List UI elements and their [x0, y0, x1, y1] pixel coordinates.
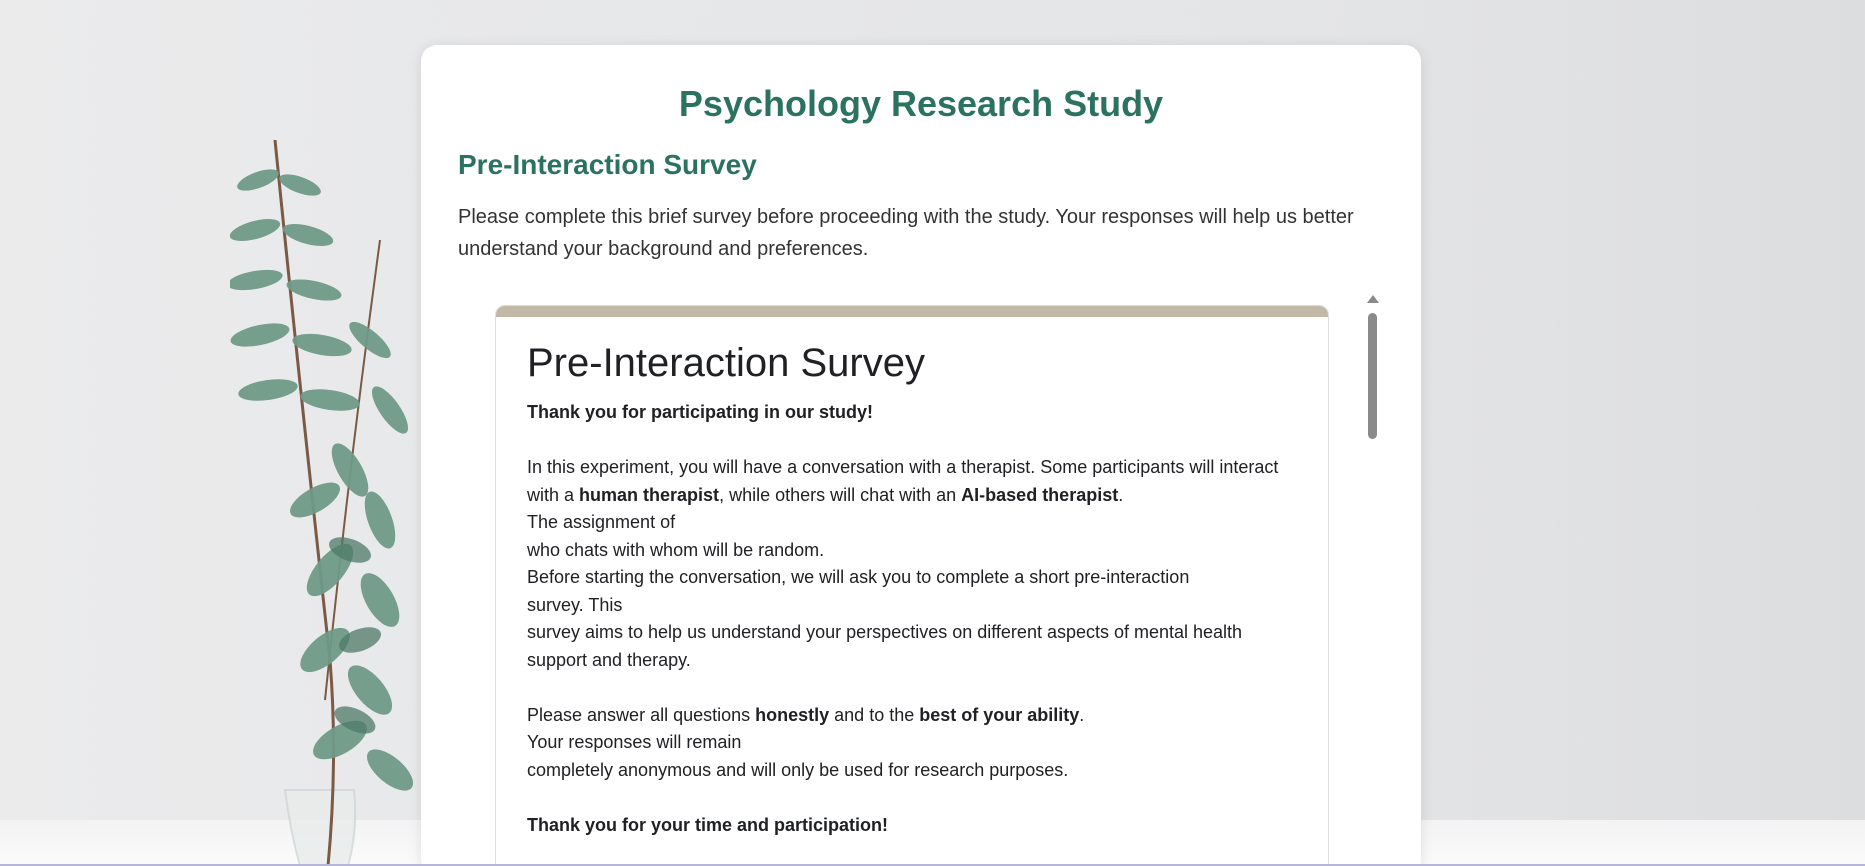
form-description: Pre-Interaction Survey Thank you for par… [496, 317, 1328, 839]
form-title: Pre-Interaction Survey [527, 341, 925, 385]
para1-part-e: . [1118, 484, 1124, 505]
para2-part-a: Please answer all questions [527, 704, 756, 725]
form-header-bar [496, 306, 1328, 317]
anonymity-text-2: completely anonymous and will only be us… [527, 759, 1069, 780]
spacer [527, 427, 1298, 455]
instructions-text: Please answer all questions honestly and… [527, 702, 1298, 730]
survey-text-2: survey. This [527, 594, 623, 615]
embedded-form[interactable]: Pre-Interaction Survey Thank you for par… [495, 305, 1329, 866]
assignment-text-1: The assignment of [527, 512, 676, 532]
scrollbar-thumb[interactable] [1368, 313, 1377, 439]
honestly-text: honestly [755, 704, 830, 725]
para1-part-a: In this experiment, you will have a conv… [527, 457, 1279, 505]
para2-part-e: . [1079, 704, 1085, 725]
scroll-up-arrow-icon[interactable] [1367, 295, 1379, 303]
bottom-border [0, 864, 1865, 866]
form-scrollbar[interactable] [1366, 295, 1379, 866]
human-therapist-text: human therapist [579, 484, 720, 505]
thanks-text: Thank you for participating in our study… [527, 402, 874, 422]
assignment-text-2: who chats with whom will be random. [527, 539, 825, 560]
ai-therapist-text: AI-based therapist [961, 484, 1119, 505]
best-ability-text: best of your ability [919, 704, 1080, 725]
para2-part-c: and to the [829, 704, 920, 725]
eucalyptus-plant-icon [230, 140, 414, 866]
spacer [527, 674, 1298, 702]
experiment-description: In this experiment, you will have a conv… [527, 454, 1298, 509]
anonymity-text-1: Your responses will remain [527, 732, 742, 752]
closing-text: Thank you for your time and participatio… [527, 814, 889, 835]
intro-text: Please complete this brief survey before… [458, 206, 1354, 260]
section-title: Pre-Interaction Survey [458, 149, 757, 180]
study-card: Psychology Research Study Pre-Interactio… [421, 45, 1421, 866]
survey-text-3: survey aims to help us understand your p… [527, 622, 1243, 670]
survey-text-1: Before starting the conversation, we wil… [527, 567, 1190, 587]
para1-part-c: , while others will chat with an [719, 484, 962, 505]
spacer [527, 784, 1298, 812]
page-title: Psychology Research Study [678, 83, 1164, 124]
